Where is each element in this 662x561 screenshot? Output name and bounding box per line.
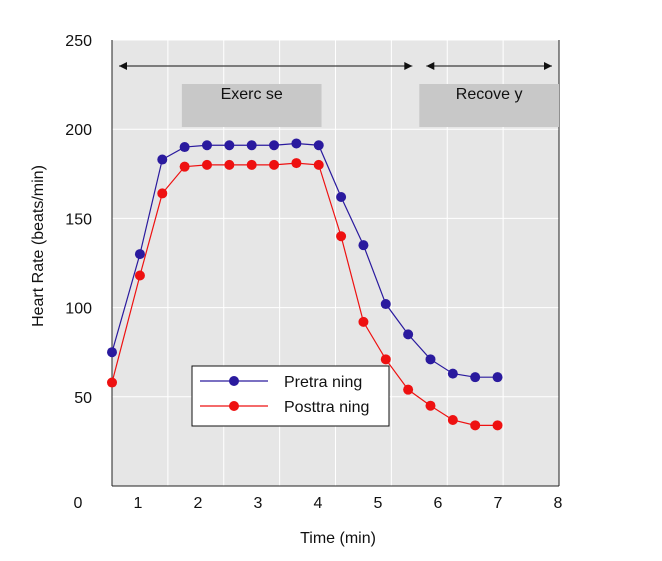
legend: Pretra ning Posttra ning: [191, 365, 390, 427]
data-point: [201, 159, 212, 170]
data-point: [358, 316, 369, 327]
phase-arrows: [119, 62, 552, 70]
data-point: [447, 368, 458, 379]
phase-box: [181, 84, 322, 127]
data-point: [224, 140, 235, 151]
data-point: [313, 159, 324, 170]
x-axis-label: Time (min): [300, 530, 376, 547]
phase-box: [419, 84, 559, 127]
y-axis-label: Heart Rate (beats/min): [30, 165, 47, 327]
phase-boxes: Exerc se Recove y: [181, 84, 559, 127]
phase-arrow-head-right: [544, 62, 552, 70]
y-tick-label: 50: [74, 390, 92, 407]
x-tick-label: 4: [314, 495, 323, 512]
data-point: [380, 299, 391, 310]
data-point: [246, 159, 257, 170]
y-tick-label: 150: [65, 211, 92, 228]
data-point: [470, 372, 481, 383]
data-point: [470, 420, 481, 431]
legend-marker: [229, 376, 239, 386]
phase-arrow-head-left: [426, 62, 435, 70]
series-layer: [107, 138, 503, 431]
y-tick-label: 200: [65, 122, 92, 139]
data-point: [269, 159, 280, 170]
data-point: [380, 354, 391, 365]
data-point: [336, 191, 347, 202]
data-point: [179, 161, 190, 172]
y-tick-label: 250: [65, 33, 92, 50]
x-tick-label: 8: [554, 495, 563, 512]
x-tick-label: 2: [194, 495, 203, 512]
x-tick-label: 7: [494, 495, 503, 512]
data-point: [336, 231, 347, 242]
phase-label: Recove y: [456, 86, 523, 103]
y-tick-label: 100: [65, 301, 92, 318]
data-point: [425, 354, 436, 365]
data-point: [492, 420, 503, 431]
series-1: [107, 158, 503, 431]
axis-ticks: 50 100 150 200 250 0 1 2 3 4 5 6 7 8: [65, 33, 562, 512]
data-point: [134, 270, 145, 281]
x-tick-label: 6: [434, 495, 443, 512]
data-point: [425, 400, 436, 411]
series-0: [107, 138, 503, 383]
legend-marker: [229, 401, 239, 411]
data-point: [492, 372, 503, 383]
data-point: [291, 138, 302, 149]
phase-arrow-head-right: [404, 62, 413, 70]
x-tick-label: 3: [254, 495, 263, 512]
data-point: [224, 159, 235, 170]
data-point: [179, 142, 190, 153]
data-point: [358, 240, 369, 251]
data-point: [403, 384, 414, 395]
data-point: [157, 154, 168, 165]
phase-arrow-head-left: [119, 62, 127, 70]
data-point: [313, 140, 324, 151]
data-point: [107, 377, 117, 388]
data-point: [107, 347, 117, 358]
legend-box: [191, 365, 390, 427]
legend-label: Pretra ning: [284, 374, 362, 391]
data-point: [291, 158, 302, 169]
x-tick-label: 0: [74, 495, 83, 512]
data-point: [157, 188, 168, 199]
data-point: [403, 329, 414, 340]
x-tick-label: 5: [374, 495, 383, 512]
data-point: [201, 140, 212, 151]
data-point: [269, 140, 280, 151]
data-point: [246, 140, 257, 151]
data-point: [134, 249, 145, 260]
x-tick-label: 1: [134, 495, 143, 512]
data-point: [447, 414, 458, 425]
phase-label: Exerc se: [221, 86, 283, 103]
legend-label: Posttra ning: [284, 399, 369, 416]
